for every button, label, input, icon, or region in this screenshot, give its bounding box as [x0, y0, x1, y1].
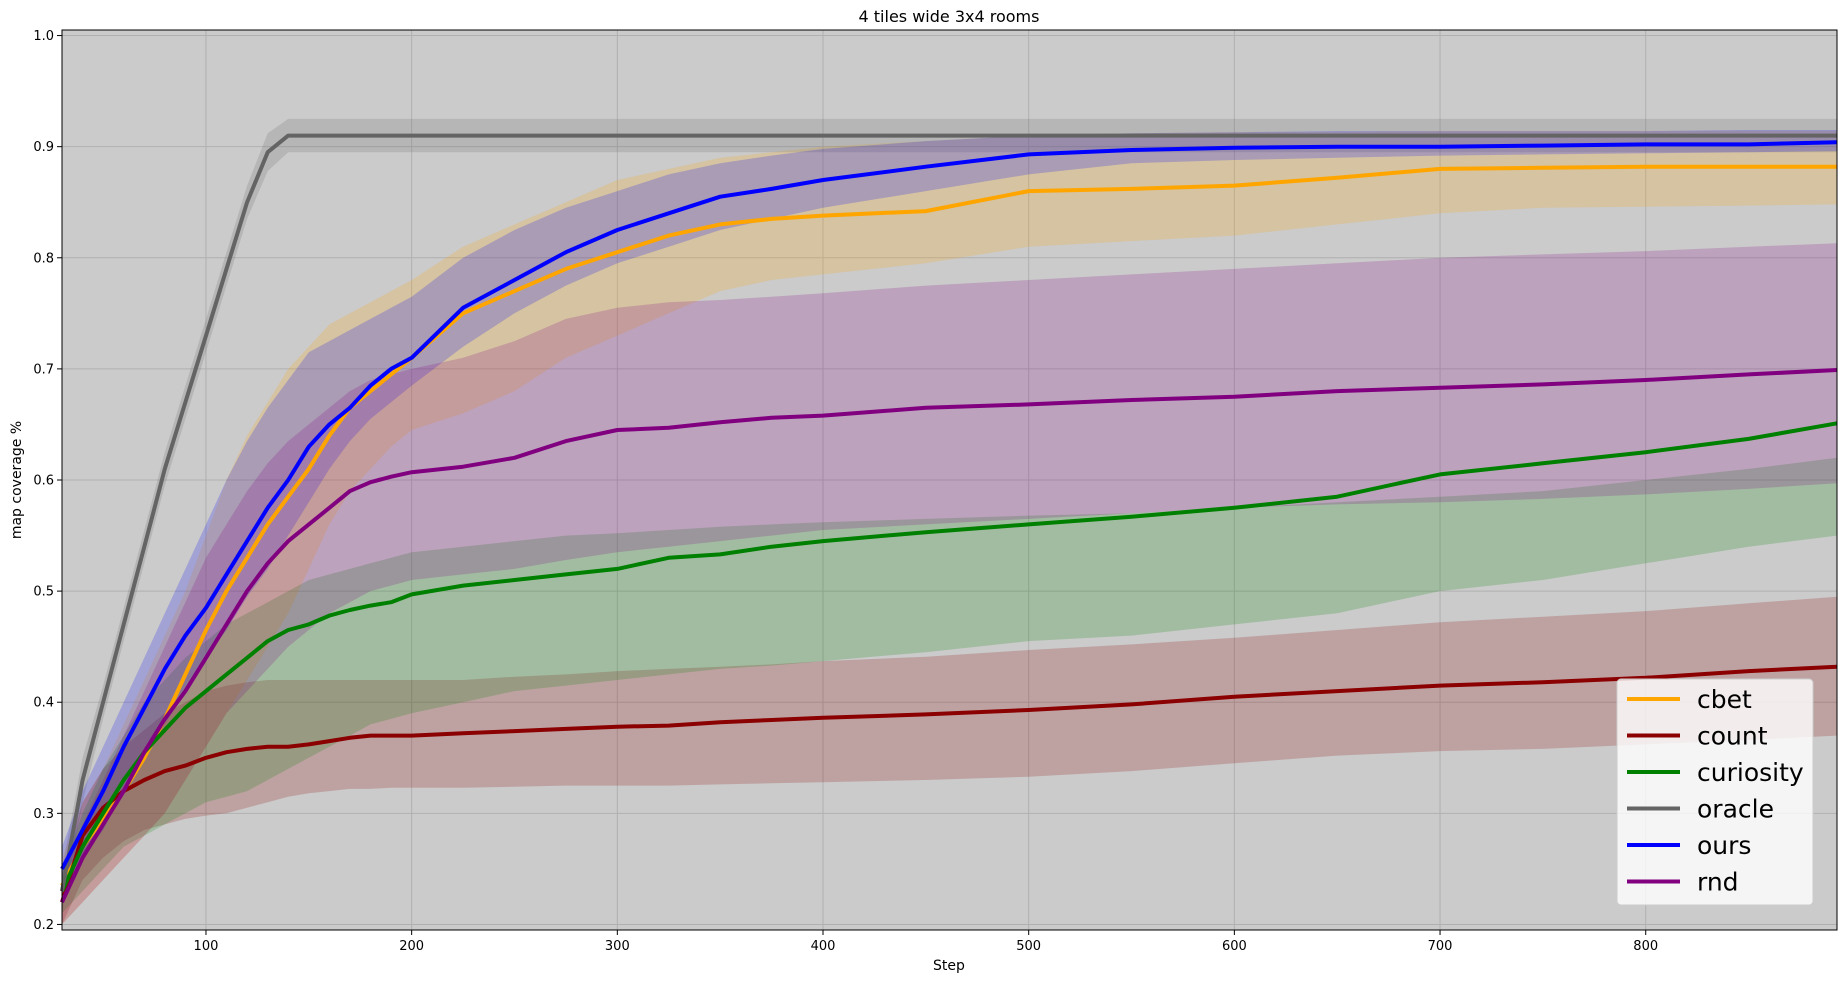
y-tick-label: 0.9 [33, 140, 54, 155]
legend-label-count: count [1697, 722, 1768, 751]
line-count [60, 664, 1838, 903]
y-tick-label: 0.6 [33, 474, 54, 489]
band-cbet [62, 131, 1837, 925]
confidence-bands [62, 118, 1837, 925]
legend: cbet count curiosity oracle ours rnd [1616, 678, 1814, 906]
line-curiosity [60, 421, 1838, 892]
x-tick-label: 100 [194, 939, 219, 954]
legend-label-ours: ours [1697, 831, 1751, 860]
legend-label-curiosity: curiosity [1697, 758, 1804, 787]
y-tick-label: 0.7 [33, 362, 54, 377]
grid [62, 30, 1837, 930]
series-lines [60, 133, 1838, 904]
chart-title: 4 tiles wide 3x4 rooms [859, 7, 1040, 26]
x-tick-label: 300 [605, 939, 630, 954]
x-tick-label: 500 [1016, 939, 1041, 954]
band-rnd [62, 243, 1837, 925]
y-tick-label: 0.4 [33, 696, 54, 711]
x-tick-label: 700 [1428, 939, 1453, 954]
y-tick-label: 0.5 [33, 585, 54, 600]
line-ours [60, 140, 1838, 870]
x-tick-label: 400 [811, 939, 836, 954]
band-count [62, 596, 1837, 925]
axis-ticks: 100 200 300 400 500 600 700 800 0.2 0.3 0.4 0.5 0.6 0… [33, 29, 1658, 954]
y-tick-label: 0.3 [33, 807, 54, 822]
y-tick-label: 1.0 [33, 29, 54, 44]
legend-label-rnd: rnd [1697, 868, 1739, 897]
x-tick-label: 200 [399, 939, 424, 954]
y-axis-title: map coverage % [9, 421, 25, 539]
y-tick-label: 0.8 [33, 251, 54, 266]
y-tick-label: 0.2 [33, 918, 54, 933]
band-curiosity [62, 457, 1837, 914]
line-oracle [60, 133, 1837, 892]
x-axis-title: Step [933, 958, 965, 974]
line-rnd [60, 368, 1838, 904]
legend-label-oracle: oracle [1697, 795, 1774, 824]
x-tick-label: 600 [1222, 939, 1247, 954]
x-tick-label: 800 [1633, 939, 1658, 954]
legend-label-cbet: cbet [1697, 685, 1752, 714]
